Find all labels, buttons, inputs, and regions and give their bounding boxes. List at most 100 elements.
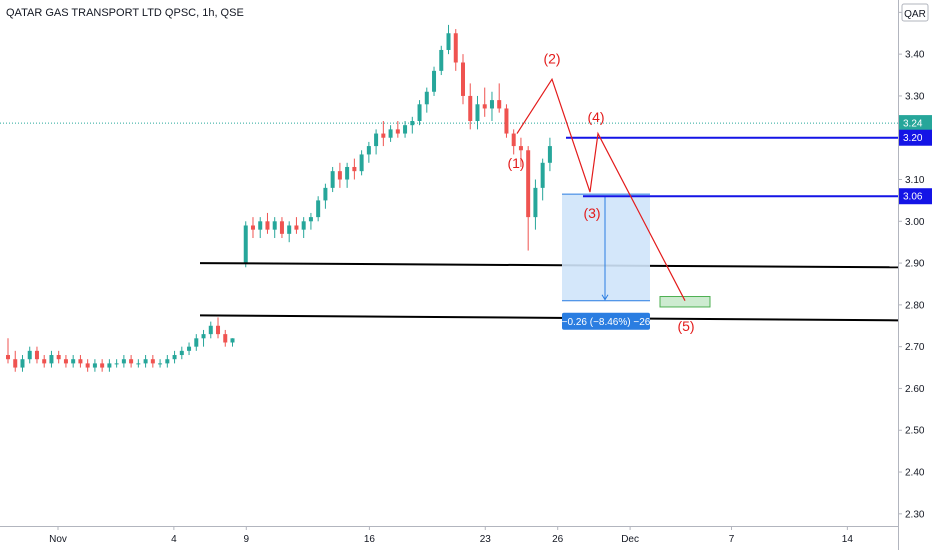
- candle: [6, 338, 10, 364]
- candle-body: [100, 363, 105, 368]
- candle: [129, 355, 134, 368]
- price-axis-tag-label: 3.06: [903, 192, 923, 203]
- candle-body: [301, 221, 306, 230]
- candle-body: [439, 49, 444, 71]
- candle-body: [201, 334, 206, 339]
- candle-body: [475, 104, 480, 122]
- candle: [92, 359, 97, 372]
- candle-body: [71, 359, 76, 364]
- candle-body: [547, 146, 552, 163]
- drawings-layer[interactable]: −0.26 (−8.46%) −26 (1) (2) (3) (4) (5): [199, 50, 899, 334]
- elliott-wave-path[interactable]: [516, 77, 686, 301]
- candle-body: [497, 100, 502, 109]
- candle-body: [381, 133, 386, 138]
- candle-body: [150, 359, 155, 364]
- candle-body: [223, 334, 228, 343]
- x-tick-label: 7: [729, 534, 735, 545]
- y-tick-label: 2.90: [905, 259, 925, 270]
- candle-body: [294, 225, 299, 230]
- candle: [13, 350, 18, 372]
- candle: [504, 104, 509, 138]
- candle-body: [6, 355, 10, 360]
- currency-box[interactable]: [901, 3, 929, 22]
- candle: [417, 100, 422, 126]
- candle: [201, 329, 206, 347]
- candle: [461, 54, 465, 105]
- candle-body: [359, 154, 364, 172]
- candle-body: [107, 363, 112, 368]
- candle: [136, 359, 141, 368]
- candle: [526, 146, 531, 251]
- wave-label: (3): [583, 205, 600, 221]
- y-tick-label: 2.80: [905, 300, 925, 311]
- candle: [395, 121, 400, 138]
- candle: [150, 355, 155, 368]
- candle-body: [172, 355, 177, 360]
- candle: [294, 217, 299, 234]
- candle: [71, 355, 76, 368]
- candle-body: [316, 200, 321, 218]
- x-tick-label: 4: [171, 534, 177, 545]
- candle: [27, 346, 32, 364]
- candle-body: [323, 187, 328, 201]
- candle: [179, 346, 184, 360]
- candle: [352, 158, 357, 180]
- candle-body: [208, 325, 213, 335]
- wave-label: (1): [507, 155, 524, 171]
- candle-body: [410, 121, 415, 126]
- trendline[interactable]: [199, 262, 899, 269]
- candle: [85, 359, 90, 372]
- y-tick-label: 2.30: [905, 509, 925, 520]
- candle: [482, 87, 487, 117]
- candle: [187, 342, 192, 356]
- candle-body: [518, 146, 523, 151]
- candle-body: [540, 162, 545, 188]
- x-tick-label: 9: [244, 534, 250, 545]
- candle: [410, 116, 415, 134]
- candle-body: [403, 125, 408, 134]
- candle-body: [468, 95, 473, 122]
- x-tick-label: 23: [480, 534, 492, 545]
- trendline[interactable]: [199, 314, 899, 322]
- candle: [424, 87, 429, 113]
- candle-body: [308, 217, 313, 222]
- wave-label: (2): [543, 50, 560, 66]
- candle: [243, 221, 248, 268]
- y-tick-label: 2.60: [905, 384, 925, 395]
- candle-body: [258, 221, 263, 230]
- candle-body: [526, 150, 531, 218]
- candle: [100, 359, 105, 372]
- candle-body: [461, 62, 465, 96]
- candle-body: [337, 171, 342, 180]
- candle: [265, 212, 270, 234]
- candle-body: [366, 146, 371, 155]
- candle-body: [78, 359, 83, 364]
- wave-label: (4): [587, 109, 604, 125]
- candle: [453, 29, 458, 71]
- candle: [323, 183, 328, 209]
- currency-label: QAR: [904, 9, 926, 20]
- candle: [34, 346, 39, 364]
- target-box[interactable]: [659, 296, 711, 308]
- x-tick-label: Nov: [49, 534, 67, 545]
- candle: [78, 355, 83, 368]
- candle: [388, 125, 393, 142]
- candle-body: [216, 325, 221, 335]
- measure-label: −0.26 (−8.46%) −26: [562, 317, 651, 328]
- y-tick-label: 2.50: [905, 426, 925, 437]
- candle: [165, 355, 170, 368]
- price-axis-tag-label: 3.24: [903, 119, 923, 130]
- candle-body: [345, 166, 350, 180]
- candle-body: [446, 33, 451, 50]
- candle: [432, 66, 437, 96]
- candle-body: [56, 355, 61, 360]
- measure-range-box[interactable]: [562, 194, 650, 301]
- candle-body: [129, 359, 134, 364]
- candle: [194, 334, 199, 351]
- candle-body: [424, 91, 429, 105]
- candle-body: [34, 350, 39, 360]
- candle-body: [388, 129, 393, 138]
- candle-body: [352, 166, 357, 172]
- y-tick-label: 3.40: [905, 50, 925, 61]
